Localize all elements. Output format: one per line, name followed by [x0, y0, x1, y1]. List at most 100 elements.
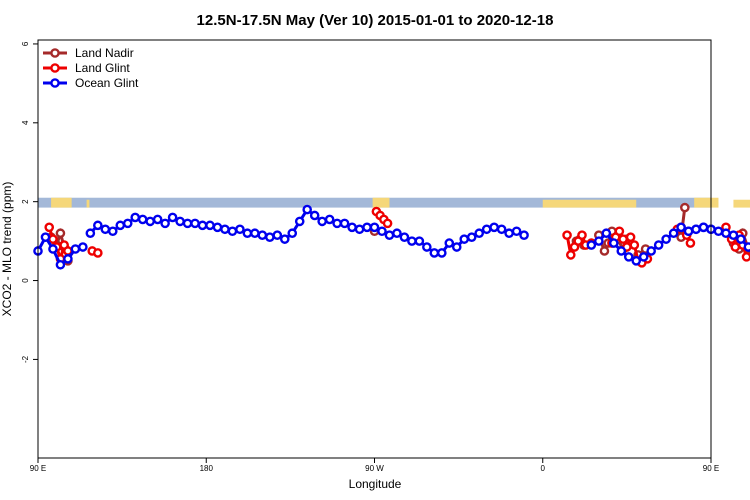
data-point — [668, 228, 679, 239]
data-point — [481, 224, 492, 235]
data-point — [608, 238, 619, 248]
data-point — [399, 232, 410, 242]
data-point — [377, 226, 387, 237]
y-tick-label: 6 — [21, 41, 30, 46]
legend-item: Land Glint — [43, 61, 130, 75]
data-point — [511, 226, 522, 237]
data-point — [250, 228, 260, 239]
data-point — [577, 230, 587, 240]
data-point — [625, 232, 636, 242]
x-tick-label: 90 E — [703, 464, 719, 473]
data-point — [130, 212, 141, 223]
y-tick-label: 2 — [21, 199, 30, 204]
data-point — [205, 220, 215, 231]
map-band-land — [694, 197, 719, 208]
x-tick-label: 0 — [541, 464, 546, 473]
data-point — [167, 212, 178, 223]
map-band-land — [372, 197, 390, 208]
data-point — [257, 230, 268, 240]
data-point — [302, 204, 313, 215]
data-point — [115, 220, 126, 231]
data-point — [384, 230, 395, 240]
data-point — [347, 222, 357, 233]
map-band-land — [733, 199, 750, 208]
data-point — [324, 214, 335, 225]
series-layer — [33, 202, 750, 270]
data-point — [279, 234, 290, 244]
data-point — [332, 218, 342, 229]
y-axis-title: XCO2 - MLO trend (ppm) — [0, 182, 14, 317]
legend-swatch-marker — [50, 78, 60, 88]
chart-title: 12.5N-17.5N May (Ver 10) 2015-01-01 to 2… — [197, 12, 554, 29]
data-point — [44, 222, 55, 233]
data-point — [680, 202, 690, 213]
data-point — [197, 220, 208, 231]
data-point — [137, 214, 148, 225]
data-point — [519, 230, 529, 240]
data-point — [354, 224, 365, 235]
x-tick-label: 180 — [200, 464, 214, 473]
data-point — [242, 228, 253, 239]
data-point — [265, 232, 275, 242]
data-point — [565, 250, 576, 260]
data-point — [691, 224, 701, 235]
y-tick-label: 4 — [21, 120, 30, 125]
data-point — [616, 246, 627, 256]
data-point — [646, 246, 656, 256]
data-point — [287, 228, 298, 239]
data-point — [414, 236, 425, 246]
data-point — [736, 234, 746, 244]
data-point — [638, 252, 649, 262]
x-tick-label: 90 E — [30, 464, 46, 473]
data-point — [721, 228, 731, 239]
legend-swatch-marker — [50, 48, 60, 58]
data-point — [653, 240, 664, 250]
data-point — [594, 236, 604, 246]
data-point — [741, 252, 750, 262]
x-axis: 90 E 180 90 W 0 90 E — [30, 458, 719, 473]
legend-item: Ocean Glint — [43, 76, 139, 90]
data-point — [614, 226, 625, 237]
data-point — [48, 234, 58, 244]
data-point — [407, 236, 417, 246]
data-point — [676, 222, 686, 233]
map-band-land — [51, 197, 72, 208]
y-tick-label: -2 — [21, 355, 30, 363]
data-point — [392, 228, 402, 239]
data-point — [562, 230, 572, 240]
data-point — [55, 259, 66, 270]
data-point — [220, 224, 230, 235]
data-point — [436, 248, 447, 258]
map-band — [38, 197, 750, 208]
data-point — [382, 218, 393, 229]
data-point — [713, 226, 724, 237]
data-point — [586, 240, 597, 250]
data-point — [93, 220, 103, 231]
data-point — [93, 248, 103, 258]
data-point — [63, 254, 73, 264]
data-point — [466, 232, 477, 242]
data-point — [489, 222, 499, 233]
data-point — [601, 228, 612, 239]
data-point — [40, 232, 51, 242]
data-point — [272, 230, 283, 240]
data-point — [362, 222, 372, 233]
legend-label: Land Glint — [75, 61, 130, 75]
data-point — [618, 234, 628, 244]
x-axis-title: Longitude — [349, 477, 402, 491]
data-point — [85, 228, 96, 239]
data-point — [728, 230, 739, 240]
legend-label: Land Nadir — [75, 46, 134, 60]
data-point — [730, 242, 741, 252]
data-point — [152, 214, 163, 225]
legend-swatch-marker — [50, 63, 60, 73]
data-point — [212, 222, 223, 233]
data-point — [661, 234, 671, 244]
data-point — [629, 240, 640, 250]
data-point — [474, 228, 484, 239]
data-point — [317, 216, 327, 227]
data-point — [743, 242, 750, 252]
data-point — [78, 242, 88, 252]
data-point — [369, 222, 380, 233]
legend-item: Land Nadir — [43, 46, 134, 60]
